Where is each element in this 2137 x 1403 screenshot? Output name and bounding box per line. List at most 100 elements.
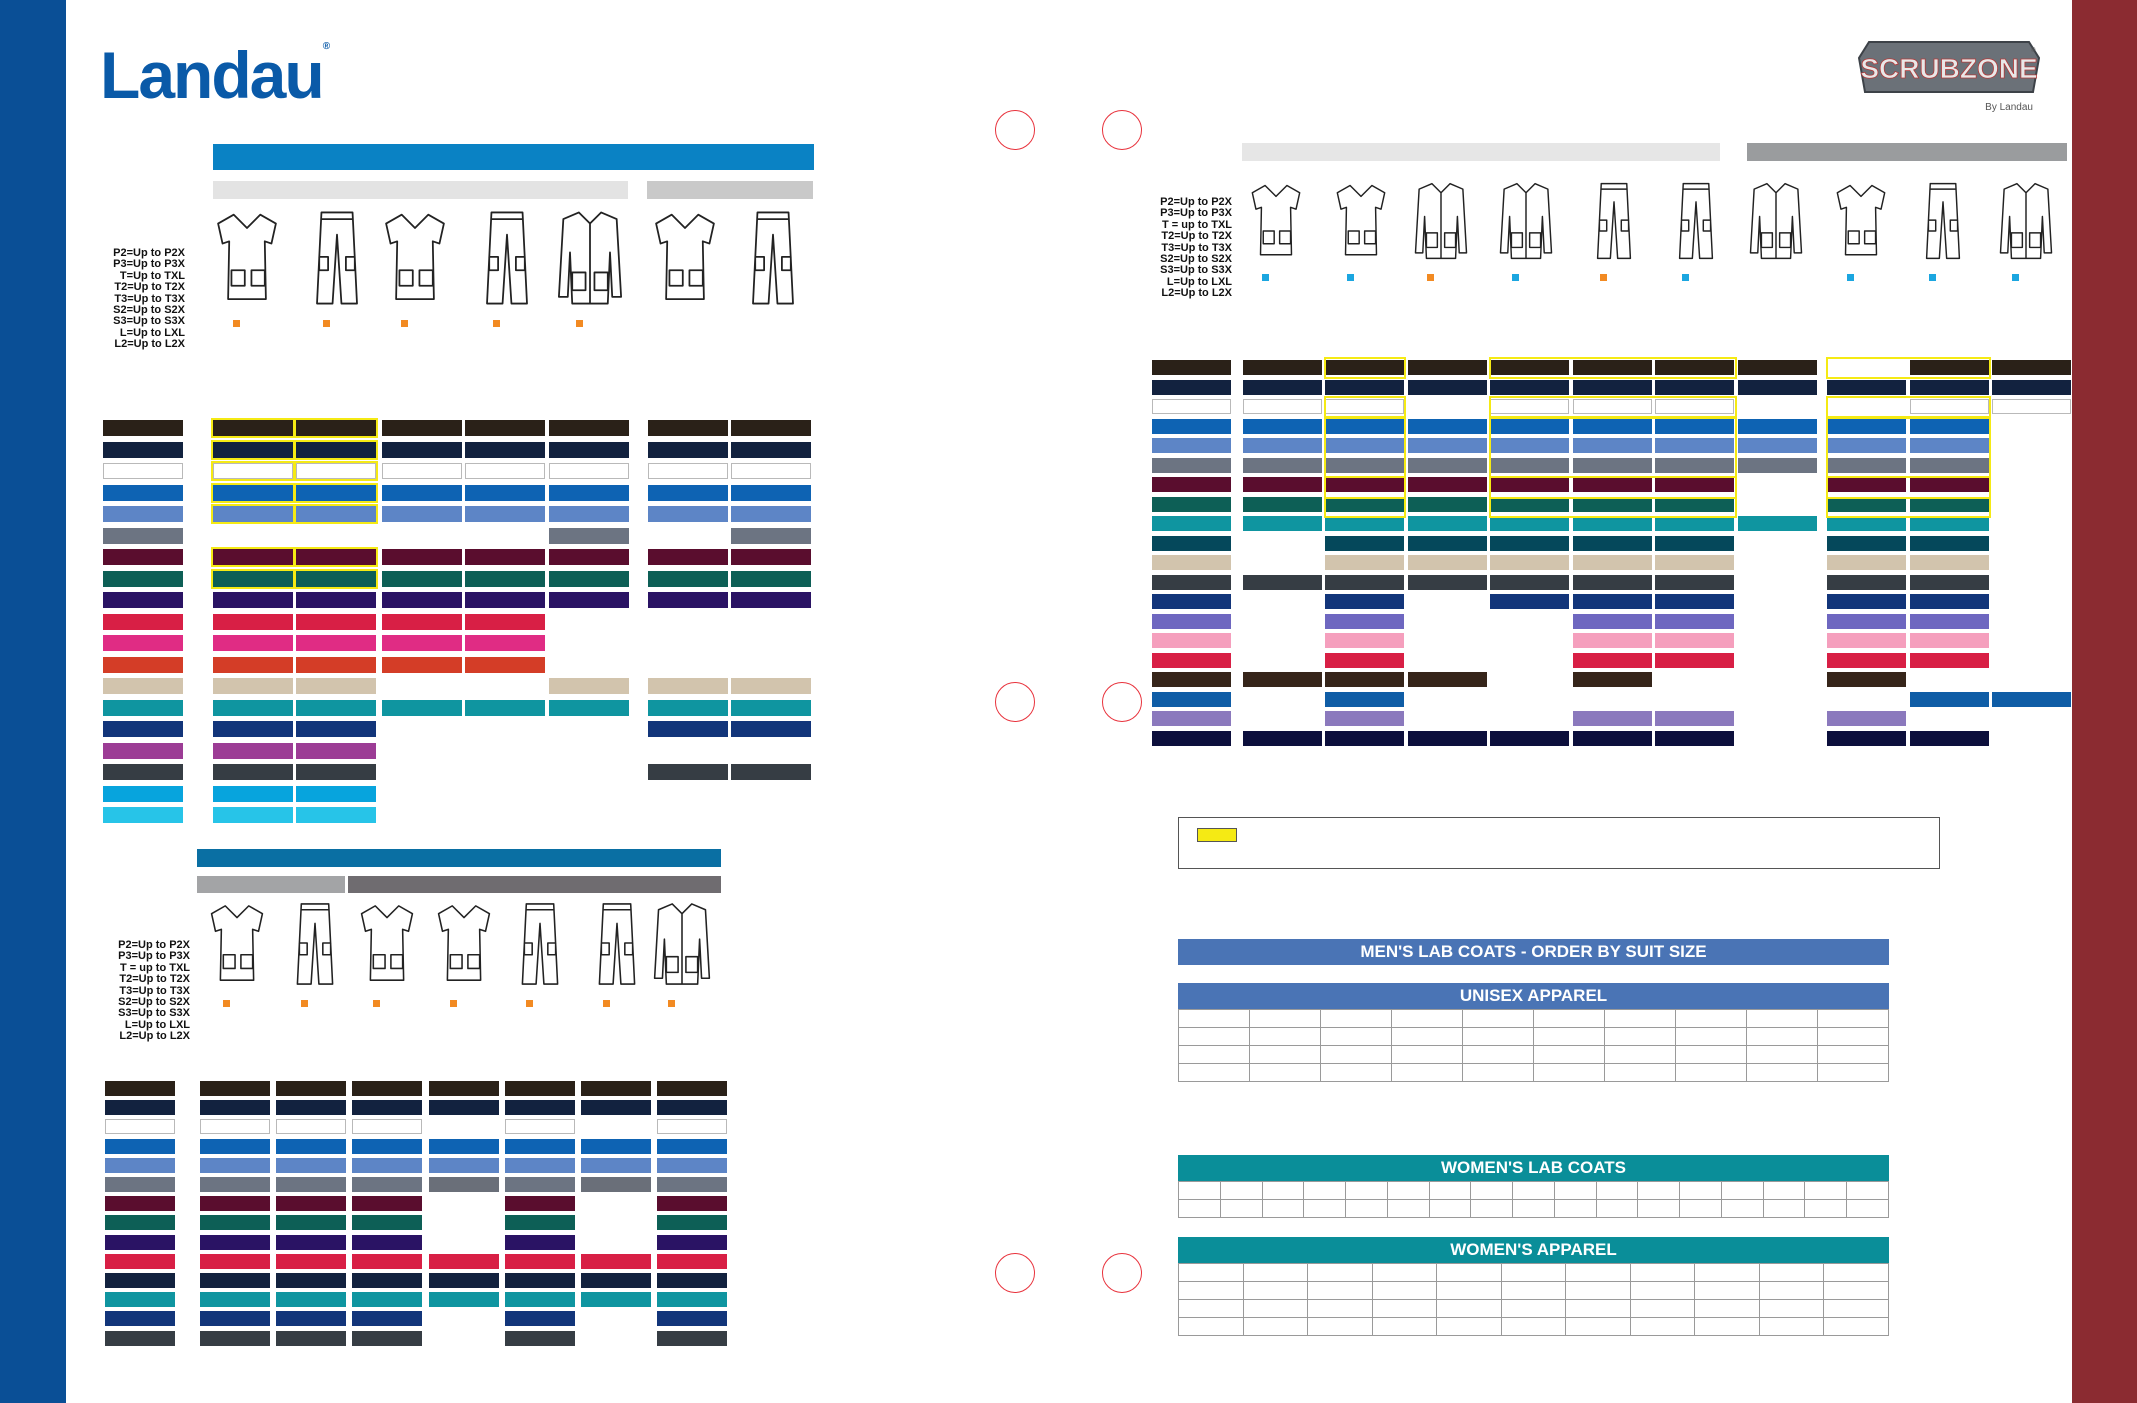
order-quantity-cell[interactable] bbox=[1500, 1263, 1567, 1282]
order-quantity-cell[interactable] bbox=[1219, 1199, 1263, 1218]
order-quantity-cell[interactable] bbox=[1694, 1281, 1760, 1300]
order-quantity-cell[interactable] bbox=[1553, 1199, 1597, 1218]
order-quantity-cell[interactable] bbox=[1553, 1181, 1597, 1200]
order-quantity-cell[interactable] bbox=[1512, 1199, 1555, 1218]
order-quantity-cell[interactable] bbox=[1249, 1027, 1321, 1046]
order-quantity-cell[interactable] bbox=[1762, 1199, 1806, 1218]
order-quantity-cell[interactable] bbox=[1500, 1281, 1567, 1300]
order-quantity-cell[interactable] bbox=[1371, 1317, 1438, 1336]
order-quantity-cell[interactable] bbox=[1500, 1317, 1567, 1336]
order-quantity-cell[interactable] bbox=[1436, 1317, 1502, 1336]
order-quantity-cell[interactable] bbox=[1629, 1281, 1696, 1300]
order-quantity-cell[interactable] bbox=[1533, 1045, 1605, 1064]
order-quantity-cell[interactable] bbox=[1178, 1009, 1250, 1028]
order-quantity-cell[interactable] bbox=[1391, 1045, 1463, 1064]
order-quantity-cell[interactable] bbox=[1675, 1063, 1747, 1082]
order-quantity-cell[interactable] bbox=[1762, 1181, 1806, 1200]
order-quantity-cell[interactable] bbox=[1371, 1281, 1438, 1300]
womens-apparel-order-table[interactable] bbox=[1178, 1263, 1889, 1336]
order-quantity-cell[interactable] bbox=[1604, 1045, 1676, 1064]
order-quantity-cell[interactable] bbox=[1371, 1263, 1438, 1282]
order-quantity-cell[interactable] bbox=[1470, 1181, 1513, 1200]
order-quantity-cell[interactable] bbox=[1219, 1181, 1263, 1200]
order-quantity-cell[interactable] bbox=[1629, 1263, 1696, 1282]
order-quantity-cell[interactable] bbox=[1679, 1181, 1722, 1200]
order-quantity-cell[interactable] bbox=[1462, 1063, 1534, 1082]
order-quantity-cell[interactable] bbox=[1817, 1009, 1889, 1028]
order-quantity-cell[interactable] bbox=[1846, 1199, 1889, 1218]
order-quantity-cell[interactable] bbox=[1345, 1199, 1388, 1218]
order-quantity-cell[interactable] bbox=[1758, 1317, 1825, 1336]
order-quantity-cell[interactable] bbox=[1629, 1299, 1696, 1318]
order-quantity-cell[interactable] bbox=[1746, 1063, 1818, 1082]
order-quantity-cell[interactable] bbox=[1823, 1317, 1889, 1336]
order-quantity-cell[interactable] bbox=[1720, 1199, 1764, 1218]
order-quantity-cell[interactable] bbox=[1391, 1027, 1463, 1046]
order-quantity-cell[interactable] bbox=[1823, 1281, 1889, 1300]
order-quantity-cell[interactable] bbox=[1307, 1299, 1373, 1318]
order-quantity-cell[interactable] bbox=[1817, 1027, 1889, 1046]
order-quantity-cell[interactable] bbox=[1462, 1009, 1534, 1028]
order-quantity-cell[interactable] bbox=[1746, 1009, 1818, 1028]
order-quantity-cell[interactable] bbox=[1462, 1027, 1534, 1046]
order-quantity-cell[interactable] bbox=[1846, 1181, 1889, 1200]
order-quantity-cell[interactable] bbox=[1320, 1027, 1392, 1046]
order-quantity-cell[interactable] bbox=[1565, 1317, 1631, 1336]
order-quantity-cell[interactable] bbox=[1303, 1181, 1346, 1200]
order-quantity-cell[interactable] bbox=[1320, 1009, 1392, 1028]
order-quantity-cell[interactable] bbox=[1436, 1263, 1502, 1282]
order-quantity-cell[interactable] bbox=[1303, 1199, 1346, 1218]
order-quantity-cell[interactable] bbox=[1675, 1045, 1747, 1064]
order-quantity-cell[interactable] bbox=[1261, 1199, 1305, 1218]
unisex-apparel-order-table[interactable] bbox=[1178, 1009, 1889, 1082]
order-quantity-cell[interactable] bbox=[1604, 1027, 1676, 1046]
order-quantity-cell[interactable] bbox=[1817, 1063, 1889, 1082]
order-quantity-cell[interactable] bbox=[1178, 1181, 1221, 1200]
order-quantity-cell[interactable] bbox=[1242, 1281, 1309, 1300]
order-quantity-cell[interactable] bbox=[1178, 1299, 1244, 1318]
order-quantity-cell[interactable] bbox=[1604, 1009, 1676, 1028]
order-quantity-cell[interactable] bbox=[1386, 1199, 1430, 1218]
order-quantity-cell[interactable] bbox=[1428, 1199, 1472, 1218]
order-quantity-cell[interactable] bbox=[1694, 1317, 1760, 1336]
order-quantity-cell[interactable] bbox=[1694, 1263, 1760, 1282]
order-quantity-cell[interactable] bbox=[1436, 1299, 1502, 1318]
order-quantity-cell[interactable] bbox=[1428, 1181, 1472, 1200]
order-quantity-cell[interactable] bbox=[1720, 1181, 1764, 1200]
order-quantity-cell[interactable] bbox=[1391, 1063, 1463, 1082]
order-quantity-cell[interactable] bbox=[1804, 1181, 1847, 1200]
order-quantity-cell[interactable] bbox=[1823, 1299, 1889, 1318]
order-quantity-cell[interactable] bbox=[1637, 1181, 1680, 1200]
order-quantity-cell[interactable] bbox=[1307, 1263, 1373, 1282]
order-quantity-cell[interactable] bbox=[1242, 1263, 1309, 1282]
order-quantity-cell[interactable] bbox=[1758, 1263, 1825, 1282]
order-quantity-cell[interactable] bbox=[1178, 1317, 1244, 1336]
order-quantity-cell[interactable] bbox=[1595, 1199, 1639, 1218]
order-quantity-cell[interactable] bbox=[1178, 1045, 1250, 1064]
order-quantity-cell[interactable] bbox=[1242, 1299, 1309, 1318]
order-quantity-cell[interactable] bbox=[1386, 1181, 1430, 1200]
order-quantity-cell[interactable] bbox=[1746, 1045, 1818, 1064]
order-quantity-cell[interactable] bbox=[1178, 1199, 1221, 1218]
order-quantity-cell[interactable] bbox=[1320, 1045, 1392, 1064]
order-quantity-cell[interactable] bbox=[1462, 1045, 1534, 1064]
order-quantity-cell[interactable] bbox=[1758, 1299, 1825, 1318]
order-quantity-cell[interactable] bbox=[1804, 1199, 1847, 1218]
order-quantity-cell[interactable] bbox=[1178, 1281, 1244, 1300]
order-quantity-cell[interactable] bbox=[1679, 1199, 1722, 1218]
order-quantity-cell[interactable] bbox=[1817, 1045, 1889, 1064]
order-quantity-cell[interactable] bbox=[1675, 1027, 1747, 1046]
order-quantity-cell[interactable] bbox=[1675, 1009, 1747, 1028]
order-quantity-cell[interactable] bbox=[1242, 1317, 1309, 1336]
order-quantity-cell[interactable] bbox=[1823, 1263, 1889, 1282]
order-quantity-cell[interactable] bbox=[1565, 1263, 1631, 1282]
order-quantity-cell[interactable] bbox=[1391, 1009, 1463, 1028]
order-quantity-cell[interactable] bbox=[1178, 1063, 1250, 1082]
order-quantity-cell[interactable] bbox=[1533, 1027, 1605, 1046]
order-quantity-cell[interactable] bbox=[1565, 1281, 1631, 1300]
order-quantity-cell[interactable] bbox=[1307, 1281, 1373, 1300]
order-quantity-cell[interactable] bbox=[1629, 1317, 1696, 1336]
order-quantity-cell[interactable] bbox=[1320, 1063, 1392, 1082]
order-quantity-cell[interactable] bbox=[1746, 1027, 1818, 1046]
order-quantity-cell[interactable] bbox=[1694, 1299, 1760, 1318]
